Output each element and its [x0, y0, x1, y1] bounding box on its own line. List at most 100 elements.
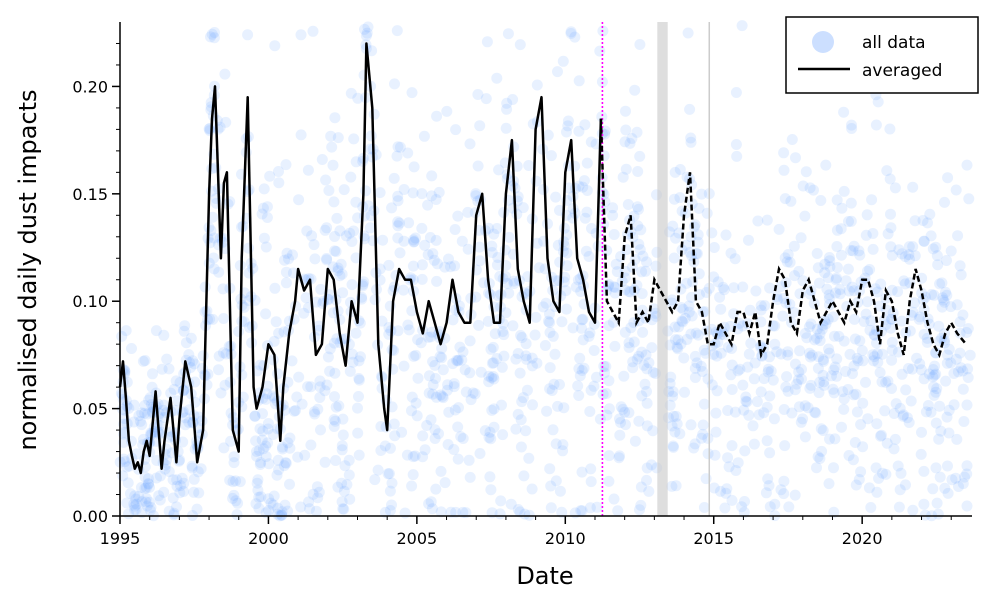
scatter-point — [481, 36, 493, 48]
scatter-point — [515, 330, 527, 341]
scatter-point — [329, 391, 340, 403]
scatter-point — [739, 496, 750, 507]
scatter-point — [799, 400, 811, 412]
scatter-point — [646, 459, 657, 471]
scatter-point — [743, 409, 755, 421]
scatter-point — [502, 28, 514, 40]
scatter-point — [823, 252, 835, 263]
scatter-point — [591, 371, 602, 383]
scatter-point — [858, 316, 870, 327]
scatter-point — [578, 175, 590, 187]
scatter-point — [143, 394, 155, 406]
scatter-point — [171, 501, 182, 513]
scatter-point — [178, 486, 190, 497]
scatter-point — [942, 349, 953, 361]
scatter-point — [330, 401, 342, 413]
scatter-point — [791, 378, 803, 390]
scatter-point — [628, 336, 640, 348]
scatter-point — [588, 345, 600, 356]
scatter-point — [846, 281, 858, 293]
scatter-point — [267, 390, 279, 402]
scatter-point — [838, 106, 850, 118]
scatter-point — [918, 373, 930, 385]
scatter-point — [282, 505, 294, 517]
scatter-point — [686, 310, 698, 322]
scatter-point — [561, 303, 572, 315]
scatter-point — [917, 215, 929, 226]
scatter-point — [146, 381, 158, 393]
scatter-point — [688, 221, 700, 233]
scatter-point — [454, 341, 466, 353]
scatter-point — [755, 304, 767, 316]
scatter-point — [813, 387, 825, 399]
scatter-point — [256, 434, 268, 446]
scatter-point — [183, 416, 195, 428]
scatter-point — [880, 376, 892, 388]
scatter-point — [328, 421, 340, 432]
x-tick-label: 2015 — [693, 529, 734, 548]
scatter-point — [523, 452, 535, 464]
scatter-point — [429, 433, 441, 444]
scatter-point — [914, 311, 926, 323]
scatter-point — [254, 423, 266, 435]
scatter-point — [260, 308, 272, 320]
scatter-point — [950, 472, 962, 484]
scatter-point — [346, 279, 358, 291]
scatter-point — [880, 468, 892, 480]
scatter-point — [804, 347, 815, 359]
scatter-point — [927, 371, 939, 383]
scatter-point — [696, 188, 708, 200]
scatter-point — [620, 105, 631, 117]
scatter-point — [209, 27, 220, 38]
scatter-point — [712, 276, 724, 288]
scatter-point — [722, 452, 734, 464]
scatter-point — [848, 240, 860, 252]
scatter-point — [820, 318, 832, 330]
scatter-point — [227, 476, 239, 488]
scatter-point — [720, 229, 732, 241]
scatter-point — [823, 293, 835, 305]
gap-band — [657, 22, 668, 516]
scatter-point — [530, 311, 542, 323]
scatter-point — [512, 408, 524, 420]
scatter-point — [345, 87, 357, 99]
scatter-point — [213, 266, 225, 278]
scatter-point — [530, 175, 542, 187]
scatter-point — [831, 194, 843, 206]
scatter-point — [930, 386, 942, 398]
scatter-point — [796, 363, 807, 375]
scatter-point — [544, 383, 556, 395]
scatter-point — [520, 425, 532, 437]
scatter-point — [208, 263, 220, 275]
scatter-point — [531, 357, 543, 369]
scatter-point — [918, 235, 930, 247]
scatter-point — [607, 202, 619, 214]
scatter-point — [382, 468, 394, 480]
scatter-point — [386, 499, 397, 511]
scatter-point — [841, 301, 853, 312]
scatter-point — [330, 246, 342, 257]
scatter-point — [459, 364, 471, 376]
scatter-point — [353, 373, 365, 384]
scatter-point — [507, 202, 519, 214]
scatter-point — [276, 506, 288, 518]
scatter-point — [778, 164, 790, 176]
scatter-point — [483, 376, 495, 388]
scatter-point — [625, 322, 637, 334]
scatter-point — [556, 506, 568, 518]
scatter-point — [257, 425, 269, 437]
scatter-point — [615, 417, 626, 428]
scatter-point — [488, 228, 500, 240]
scatter-point — [827, 311, 839, 323]
scatter-point — [761, 401, 773, 413]
scatter-point — [163, 363, 175, 375]
scatter-point — [692, 229, 704, 241]
scatter-point — [431, 110, 443, 122]
scatter-point — [934, 400, 945, 412]
scatter-point — [784, 256, 796, 268]
scatter-point — [427, 379, 439, 391]
scatter-point — [831, 224, 843, 236]
scatter-point — [463, 454, 475, 466]
scatter-point — [631, 126, 643, 138]
scatter-point — [636, 288, 648, 300]
